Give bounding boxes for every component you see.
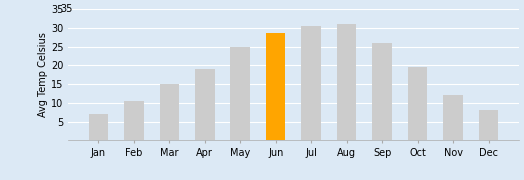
- Bar: [408, 67, 428, 140]
- Bar: [89, 114, 108, 140]
- Bar: [159, 84, 179, 140]
- Bar: [195, 69, 214, 140]
- Bar: [301, 26, 321, 140]
- Bar: [337, 24, 356, 140]
- Text: 35: 35: [60, 4, 73, 14]
- Bar: [124, 101, 144, 140]
- Bar: [231, 47, 250, 140]
- Bar: [373, 43, 392, 140]
- Y-axis label: Avg Temp Celsius: Avg Temp Celsius: [38, 32, 48, 117]
- Bar: [479, 110, 498, 140]
- Bar: [266, 33, 286, 140]
- Bar: [443, 95, 463, 140]
